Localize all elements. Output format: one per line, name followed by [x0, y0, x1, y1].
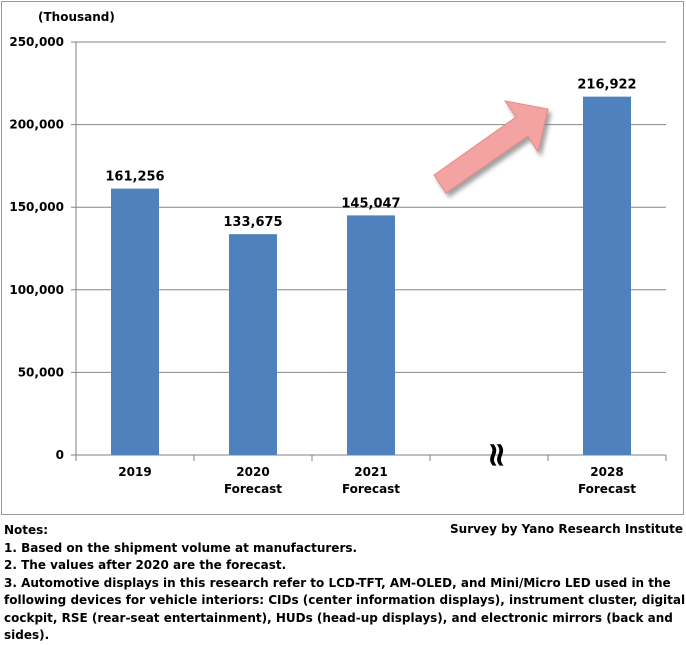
note-line: 1. Based on the shipment volume at manuf… — [4, 540, 358, 555]
bars — [111, 96, 631, 455]
bar — [229, 234, 277, 455]
note-line: 2. The values after 2020 are the forecas… — [4, 558, 287, 572]
note-line: following devices for vehicle interiors:… — [4, 593, 686, 607]
x-tick-label: 2020 — [236, 465, 269, 479]
x-tick-label: 2021 — [354, 465, 387, 479]
data-label: 216,922 — [577, 78, 636, 93]
bar — [583, 96, 631, 455]
x-tick-label: Forecast — [578, 482, 636, 496]
x-tick-label: 2028 — [590, 465, 623, 479]
gridlines — [71, 41, 667, 461]
y-tick-label: 50,000 — [18, 365, 64, 379]
y-tick-label: 200,000 — [9, 118, 64, 132]
x-tick-label: Forecast — [342, 482, 400, 496]
chart-frame — [1, 1, 684, 515]
data-label: 161,256 — [105, 170, 164, 185]
x-tick-label: 2019 — [118, 465, 151, 479]
y-tick-label: 150,000 — [9, 200, 64, 214]
data-label: 145,047 — [341, 196, 400, 211]
x-tick-label: Forecast — [224, 482, 282, 496]
y-axis-ticks: 0 50,000 100,000 150,000 200,000 250,000 — [9, 35, 64, 462]
y-tick-label: 250,000 — [9, 35, 64, 49]
notes-title: Notes: — [4, 523, 49, 537]
note-line: 3. Automotive displays in this research … — [4, 575, 671, 590]
bar-chart: (Thousand) 0 50,000 100,000 150,000 200,000 2… — [9, 10, 667, 496]
bar — [111, 188, 159, 455]
trend-arrow — [433, 100, 549, 194]
y-tick-label: 0 — [56, 448, 64, 462]
y-axis-unit-label: (Thousand) — [38, 10, 115, 24]
source-credit: Survey by Yano Research Institute — [450, 522, 683, 536]
note-line: cockpit, RSE (rear-seat entertainment), … — [4, 610, 673, 625]
notes-section: Notes: 1. Based on the shipment volume a… — [4, 522, 686, 645]
y-tick-label: 100,000 — [9, 283, 64, 297]
trend-arrow-icon — [433, 100, 549, 194]
x-axis-labels: 2019 2020 Forecast 2021 Forecast 2028 Forecast — [118, 465, 636, 496]
note-line: sides). — [4, 628, 50, 642]
axis-break-icon: ≈ — [477, 441, 517, 470]
data-labels: 161,256 133,675 145,047 216,922 — [105, 78, 636, 231]
bar — [347, 215, 395, 455]
data-label: 133,675 — [223, 215, 282, 230]
